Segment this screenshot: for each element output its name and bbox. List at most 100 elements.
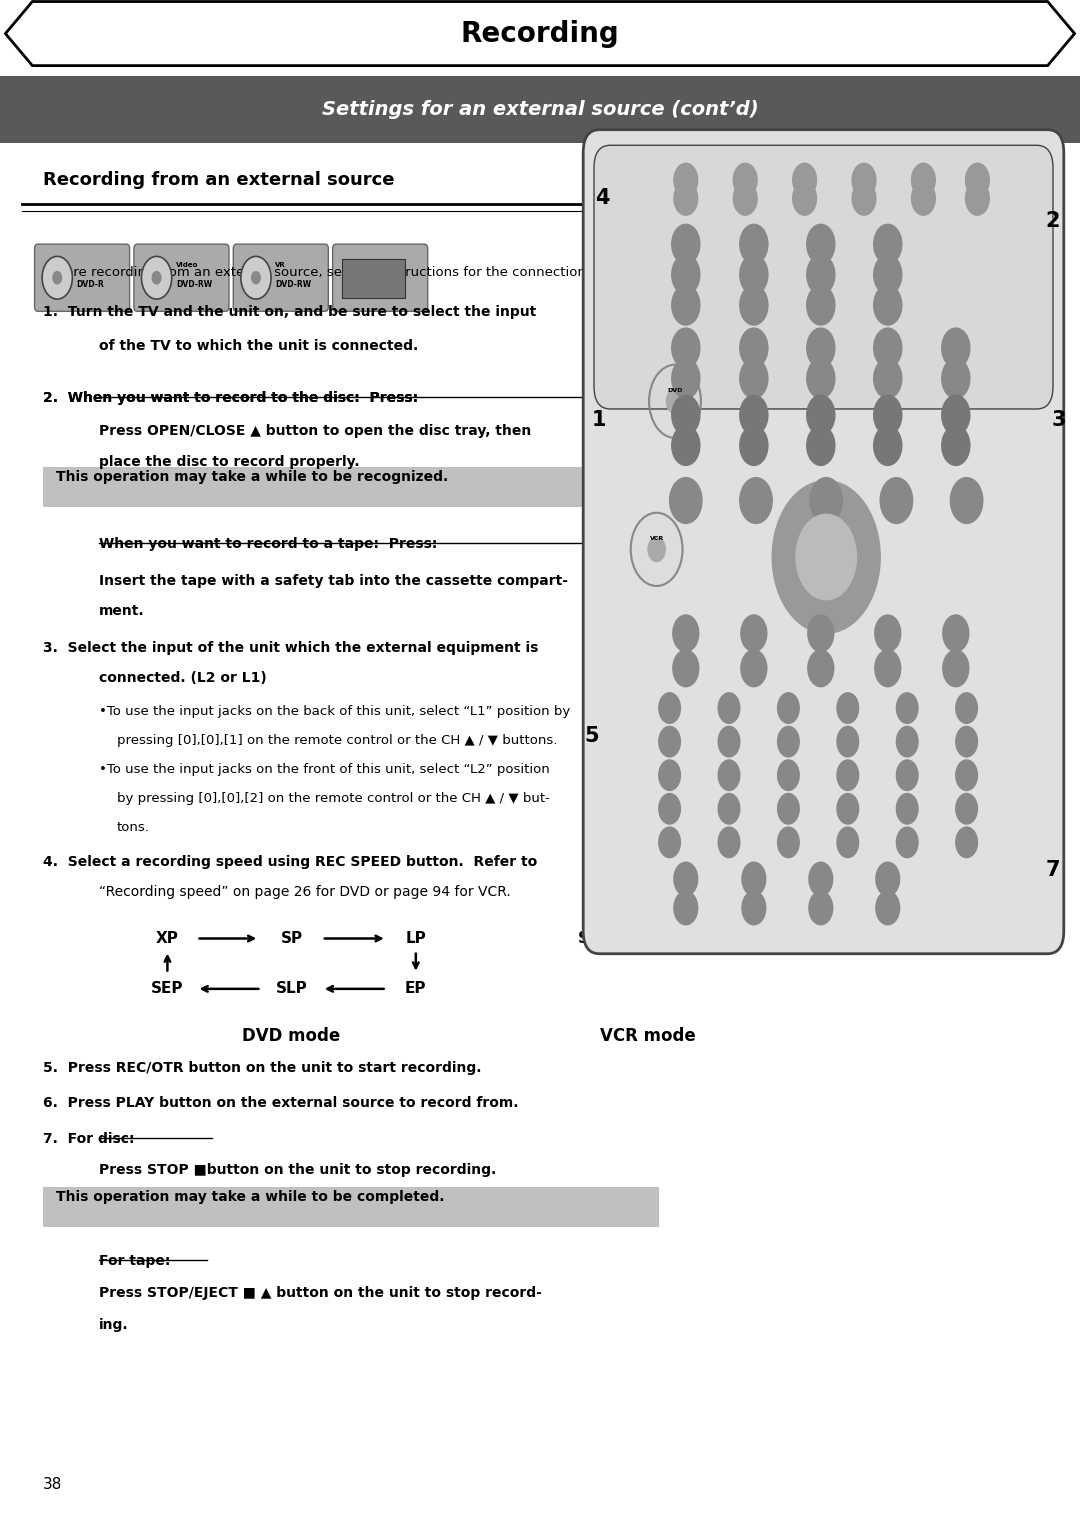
Circle shape <box>942 426 970 465</box>
Circle shape <box>659 827 680 858</box>
Circle shape <box>674 891 698 925</box>
Circle shape <box>966 182 989 215</box>
Circle shape <box>880 478 913 523</box>
Circle shape <box>252 272 260 284</box>
Circle shape <box>648 537 665 562</box>
Circle shape <box>874 224 902 264</box>
Circle shape <box>672 285 700 325</box>
Text: connected. (L2 or L1): connected. (L2 or L1) <box>99 671 267 685</box>
Circle shape <box>778 726 799 757</box>
Text: Press OPEN/CLOSE ▲ button to open the disc tray, then: Press OPEN/CLOSE ▲ button to open the di… <box>99 424 531 438</box>
Text: pressing [0],[0],[1] on the remote control or the CH ▲ / ▼ buttons.: pressing [0],[0],[1] on the remote contr… <box>117 734 557 748</box>
Text: •To use the input jacks on the back of this unit, select “L1” position by: •To use the input jacks on the back of t… <box>99 705 570 719</box>
Circle shape <box>807 328 835 368</box>
Circle shape <box>896 760 918 790</box>
Circle shape <box>53 272 62 284</box>
Circle shape <box>718 794 740 824</box>
Circle shape <box>837 827 859 858</box>
Circle shape <box>672 224 700 264</box>
Circle shape <box>672 328 700 368</box>
FancyBboxPatch shape <box>333 244 428 311</box>
Circle shape <box>942 328 970 368</box>
Text: 3: 3 <box>1051 409 1066 430</box>
Circle shape <box>808 650 834 687</box>
Circle shape <box>631 513 683 586</box>
Circle shape <box>672 395 700 435</box>
Text: 5: 5 <box>584 725 599 746</box>
Circle shape <box>810 478 842 523</box>
Circle shape <box>778 693 799 723</box>
Circle shape <box>943 615 969 652</box>
Circle shape <box>649 365 701 438</box>
Text: DVD-R: DVD-R <box>77 281 105 290</box>
Circle shape <box>674 862 698 896</box>
Circle shape <box>778 794 799 824</box>
Text: LP: LP <box>405 931 427 946</box>
Circle shape <box>152 272 161 284</box>
Circle shape <box>673 615 699 652</box>
Text: 2.  When you want to record to the disc:  Press:: 2. When you want to record to the disc: … <box>43 391 418 404</box>
Text: VCR: VCR <box>649 536 664 542</box>
Circle shape <box>778 827 799 858</box>
Text: “Recording speed” on page 26 for DVD or page 94 for VCR.: “Recording speed” on page 26 for DVD or … <box>99 885 511 899</box>
Circle shape <box>718 726 740 757</box>
Circle shape <box>956 760 977 790</box>
Circle shape <box>875 650 901 687</box>
Circle shape <box>852 182 876 215</box>
Bar <box>0 76 1080 143</box>
Circle shape <box>966 163 989 197</box>
Circle shape <box>793 163 816 197</box>
Text: Recording from an external source: Recording from an external source <box>43 171 394 189</box>
Text: Before recording from an external source, see the instructions for the connectio: Before recording from an external source… <box>43 266 670 279</box>
Circle shape <box>742 862 766 896</box>
Text: 6.  Press PLAY button on the external source to record from.: 6. Press PLAY button on the external sou… <box>43 1096 518 1109</box>
Text: This operation may take a while to be recognized.: This operation may take a while to be re… <box>56 470 448 484</box>
Text: Video: Video <box>176 262 199 269</box>
Circle shape <box>42 256 72 299</box>
Circle shape <box>874 395 902 435</box>
Circle shape <box>740 328 768 368</box>
Circle shape <box>874 359 902 398</box>
Circle shape <box>807 426 835 465</box>
FancyBboxPatch shape <box>233 244 328 311</box>
FancyBboxPatch shape <box>594 145 1053 409</box>
Bar <box>43 1187 659 1227</box>
Circle shape <box>837 693 859 723</box>
Text: 1: 1 <box>592 409 607 430</box>
Text: VR: VR <box>275 262 286 269</box>
Text: Insert the tape with a safety tab into the cassette compart-: Insert the tape with a safety tab into t… <box>99 574 568 588</box>
Text: •To use the input jacks on the front of this unit, select “L2” position: •To use the input jacks on the front of … <box>99 763 550 777</box>
Circle shape <box>741 650 767 687</box>
Circle shape <box>718 693 740 723</box>
Circle shape <box>666 389 684 414</box>
Circle shape <box>875 615 901 652</box>
Circle shape <box>942 359 970 398</box>
Bar <box>342 259 405 298</box>
Text: place the disc to record properly.: place the disc to record properly. <box>99 455 360 468</box>
Text: Recording: Recording <box>461 20 619 47</box>
Circle shape <box>874 328 902 368</box>
Circle shape <box>943 650 969 687</box>
Text: Press STOP/EJECT ■ ▲ button on the unit to stop record-: Press STOP/EJECT ■ ▲ button on the unit … <box>99 1286 542 1300</box>
Text: 5.  Press REC/OTR button on the unit to start recording.: 5. Press REC/OTR button on the unit to s… <box>43 1061 482 1074</box>
Text: 4: 4 <box>595 188 610 209</box>
Circle shape <box>733 163 757 197</box>
Text: SLP: SLP <box>275 981 308 996</box>
Circle shape <box>807 224 835 264</box>
Circle shape <box>896 693 918 723</box>
Text: XP: XP <box>156 931 179 946</box>
Circle shape <box>672 426 700 465</box>
Text: 3.  Select the input of the unit which the external equipment is: 3. Select the input of the unit which th… <box>43 641 539 655</box>
FancyBboxPatch shape <box>134 244 229 311</box>
Circle shape <box>912 182 935 215</box>
Bar <box>43 467 670 507</box>
Circle shape <box>659 794 680 824</box>
Text: of the TV to which the unit is connected.: of the TV to which the unit is connected… <box>99 339 419 353</box>
Text: 2.  When you want to record to the disc:  Press:: 2. When you want to record to the disc: … <box>43 391 418 404</box>
Circle shape <box>674 163 698 197</box>
Text: For tape:: For tape: <box>99 1254 171 1268</box>
Circle shape <box>874 426 902 465</box>
Text: EP: EP <box>405 981 427 996</box>
Circle shape <box>672 255 700 295</box>
Circle shape <box>740 426 768 465</box>
